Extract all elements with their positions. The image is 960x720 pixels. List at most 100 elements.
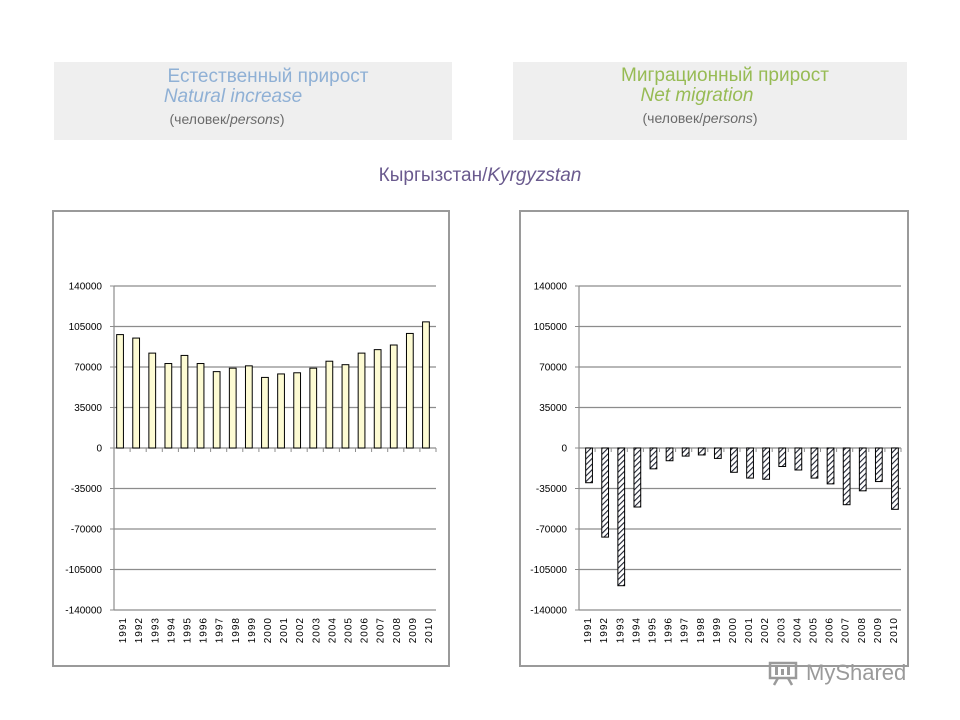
natural-increase-chart-frame: 140000 105000 70000 35000 0 -35000 -70000 -1050… bbox=[52, 210, 450, 667]
bar-1996 bbox=[196, 363, 205, 449]
natural-increase-title-ru: Естественный прирост bbox=[167, 66, 369, 87]
x-tick-label: 1994 bbox=[166, 617, 177, 643]
x-tick-label: 1994 bbox=[631, 617, 642, 643]
x-tick-label: 1996 bbox=[664, 617, 675, 643]
x-tick-label: 2000 bbox=[263, 617, 274, 643]
unit-en: persons bbox=[230, 111, 280, 127]
bar-2007 bbox=[373, 349, 382, 449]
presentation-icon bbox=[768, 661, 798, 686]
bar-2009 bbox=[874, 447, 883, 483]
y-tick-label: 70000 bbox=[74, 363, 102, 374]
bar-1999 bbox=[713, 447, 722, 459]
bar-2000 bbox=[730, 447, 738, 473]
x-tick-label: 1998 bbox=[696, 617, 707, 643]
bar-2009 bbox=[405, 332, 414, 449]
bar-2003 bbox=[309, 367, 318, 449]
y-tick-label: 0 bbox=[561, 444, 567, 455]
bar-2005 bbox=[341, 364, 350, 449]
y-tick-label: -35000 bbox=[71, 484, 103, 495]
bar-1995 bbox=[649, 447, 658, 470]
y-tick-label: -140000 bbox=[65, 606, 102, 617]
y-tick-label: 140000 bbox=[534, 282, 568, 293]
bar-2005 bbox=[810, 447, 819, 479]
net-migration-title-en: Net migration bbox=[640, 85, 754, 106]
bar-1994 bbox=[633, 447, 642, 508]
y-tick-label: -105000 bbox=[530, 565, 567, 576]
natural-increase-title-en: Natural increase bbox=[163, 86, 303, 107]
unit-close: ) bbox=[279, 111, 285, 127]
bar-1999 bbox=[244, 365, 253, 449]
watermark-text: MyShared bbox=[806, 660, 907, 685]
bar-2008 bbox=[858, 447, 867, 492]
y-tick-label: 70000 bbox=[539, 363, 567, 374]
x-tick-label: 2008 bbox=[392, 617, 403, 643]
bar-1998 bbox=[697, 447, 706, 456]
y-tick-label: 0 bbox=[96, 444, 102, 455]
bar-2002 bbox=[293, 372, 302, 449]
bar-1998 bbox=[228, 367, 237, 449]
x-tick-label: 2007 bbox=[841, 617, 852, 643]
bar-1991 bbox=[585, 447, 593, 484]
x-tick-label: 1992 bbox=[134, 617, 145, 643]
bar-1993 bbox=[617, 447, 626, 587]
unit-close: ) bbox=[752, 110, 758, 126]
net-migration-chart-frame: 140000 105000 70000 35000 0 -35000 -70000 -1050… bbox=[519, 210, 909, 667]
bar-2006 bbox=[826, 447, 835, 485]
bar-1991 bbox=[116, 334, 124, 449]
net-migration-unit: (человек/persons) bbox=[493, 109, 907, 127]
x-tick-label: 2006 bbox=[360, 617, 371, 643]
x-tick-label: 2003 bbox=[311, 617, 322, 643]
x-tick-label: 1995 bbox=[182, 617, 193, 643]
bar-1996 bbox=[665, 447, 674, 462]
bar-1995 bbox=[180, 354, 189, 449]
natural-increase-unit: (человек/persons) bbox=[2, 110, 452, 128]
x-tick-label: 2010 bbox=[889, 617, 900, 643]
x-tick-label: 1998 bbox=[231, 617, 242, 643]
bar-1994 bbox=[164, 363, 173, 449]
y-tick-label: -70000 bbox=[71, 525, 103, 536]
x-tick-label: 1999 bbox=[247, 617, 258, 643]
unit-en: persons bbox=[703, 110, 753, 126]
bar-2002 bbox=[762, 447, 771, 480]
bar-2008 bbox=[389, 344, 398, 449]
x-tick-label: 2005 bbox=[808, 617, 819, 643]
unit-open: (человек/ bbox=[642, 110, 703, 126]
bar-2001 bbox=[746, 447, 754, 479]
x-tick-label: 2001 bbox=[279, 617, 290, 643]
x-tick-label: 1992 bbox=[599, 617, 610, 643]
bar-2010 bbox=[422, 321, 430, 449]
x-tick-label: 1993 bbox=[615, 617, 626, 643]
bar-1997 bbox=[681, 447, 690, 457]
x-tick-label: 2000 bbox=[728, 617, 739, 643]
x-tick-label: 2009 bbox=[408, 617, 419, 643]
natural-increase-header: Естественный прирост Natural increase (ч… bbox=[54, 62, 452, 140]
myshared-watermark: MyShared bbox=[768, 658, 928, 690]
net-migration-chart: 140000 105000 70000 35000 0 -35000 -70000 -1050… bbox=[530, 282, 902, 643]
y-tick-label: 35000 bbox=[539, 403, 567, 414]
x-tick-label: 2004 bbox=[327, 617, 338, 643]
x-tick-label: 1993 bbox=[150, 617, 161, 643]
x-tick-label: 2006 bbox=[825, 617, 836, 643]
net-migration-title-ru: Миграционный прирост bbox=[621, 65, 829, 86]
bar-2007 bbox=[842, 447, 851, 506]
y-tick-label: -140000 bbox=[530, 606, 567, 617]
x-tick-label: 2007 bbox=[376, 617, 387, 643]
x-tick-label: 1995 bbox=[647, 617, 658, 643]
bar-2001 bbox=[277, 373, 285, 449]
country-title: Кыргызстан/Kyrgyzstan bbox=[0, 165, 960, 187]
x-tick-label: 2005 bbox=[343, 617, 354, 643]
x-tick-label: 2003 bbox=[776, 617, 787, 643]
x-tick-label: 1991 bbox=[583, 617, 594, 643]
bar-2004 bbox=[325, 360, 334, 449]
y-tick-label: -105000 bbox=[65, 565, 102, 576]
x-tick-label: 1999 bbox=[712, 617, 723, 643]
x-tick-label: 1997 bbox=[680, 617, 691, 643]
bar-1992 bbox=[601, 447, 610, 538]
y-tick-label: 105000 bbox=[69, 322, 103, 333]
net-migration-header: Миграционный прирост Net migration (чело… bbox=[513, 62, 907, 140]
bar-2003 bbox=[778, 447, 787, 468]
x-tick-label: 2008 bbox=[857, 617, 868, 643]
x-tick-label: 1991 bbox=[118, 617, 129, 643]
natural-increase-chart: 140000 105000 70000 35000 0 -35000 -70000 -1050… bbox=[65, 282, 437, 643]
bar-1993 bbox=[148, 352, 157, 449]
